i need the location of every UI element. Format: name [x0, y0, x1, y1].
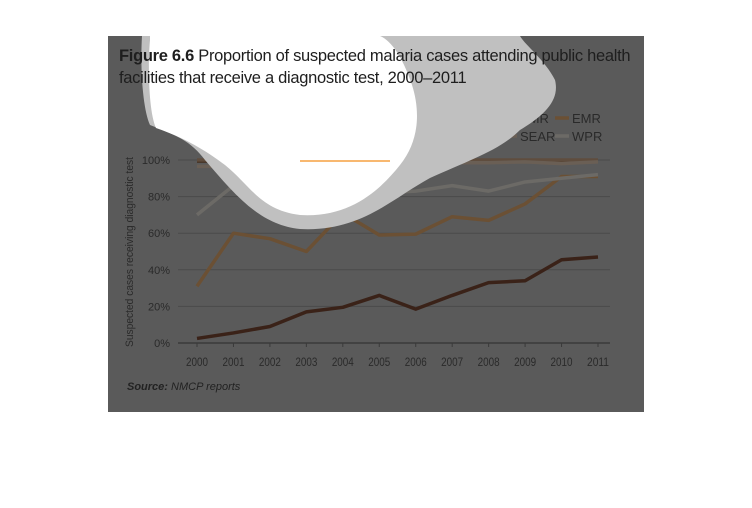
x-tick-label: 2007: [441, 357, 463, 369]
x-tick-label: 2010: [551, 357, 573, 369]
y-tick-label: 80%: [148, 192, 170, 204]
x-tick-label: 2009: [514, 357, 536, 369]
source-label: Source:: [127, 381, 168, 393]
x-tick-label: 2006: [405, 357, 427, 369]
x-tick-label: 2004: [332, 357, 355, 369]
x-tick-label: 2000: [186, 357, 208, 369]
source-text: NMCP reports: [171, 381, 241, 393]
legend-label-wpr: WPR: [572, 129, 602, 144]
figure-title: Figure 6.6 Proportion of suspected malar…: [119, 45, 639, 89]
figure-label: Figure 6.6: [119, 47, 194, 65]
y-tick-label: 20%: [148, 301, 170, 313]
y-axis-label: Suspected cases receiving diagnostic tes…: [124, 157, 136, 347]
series-line-afr: [196, 255, 599, 341]
x-tick-label: 2008: [478, 357, 500, 369]
y-tick-label: 60%: [148, 228, 170, 240]
occlusion-blob: [148, 36, 417, 216]
x-tick-label: 2003: [295, 357, 317, 369]
legend-label-sear: SEAR: [520, 129, 555, 144]
y-tick-label: 0%: [154, 338, 170, 350]
x-tick-label: 2002: [259, 357, 281, 369]
y-tick-label: 100%: [142, 155, 170, 167]
figure-caption: Proportion of suspected malaria cases at…: [119, 47, 631, 87]
series-line-emr: [195, 174, 598, 288]
x-tick-label: 2011: [587, 357, 609, 369]
figure-source: Source: NMCP reports: [127, 381, 240, 393]
x-tick-label: 2001: [222, 357, 244, 369]
y-tick-label: 40%: [148, 265, 170, 277]
legend-label-emr: EMR: [572, 111, 601, 126]
x-tick-label: 2005: [368, 357, 390, 369]
